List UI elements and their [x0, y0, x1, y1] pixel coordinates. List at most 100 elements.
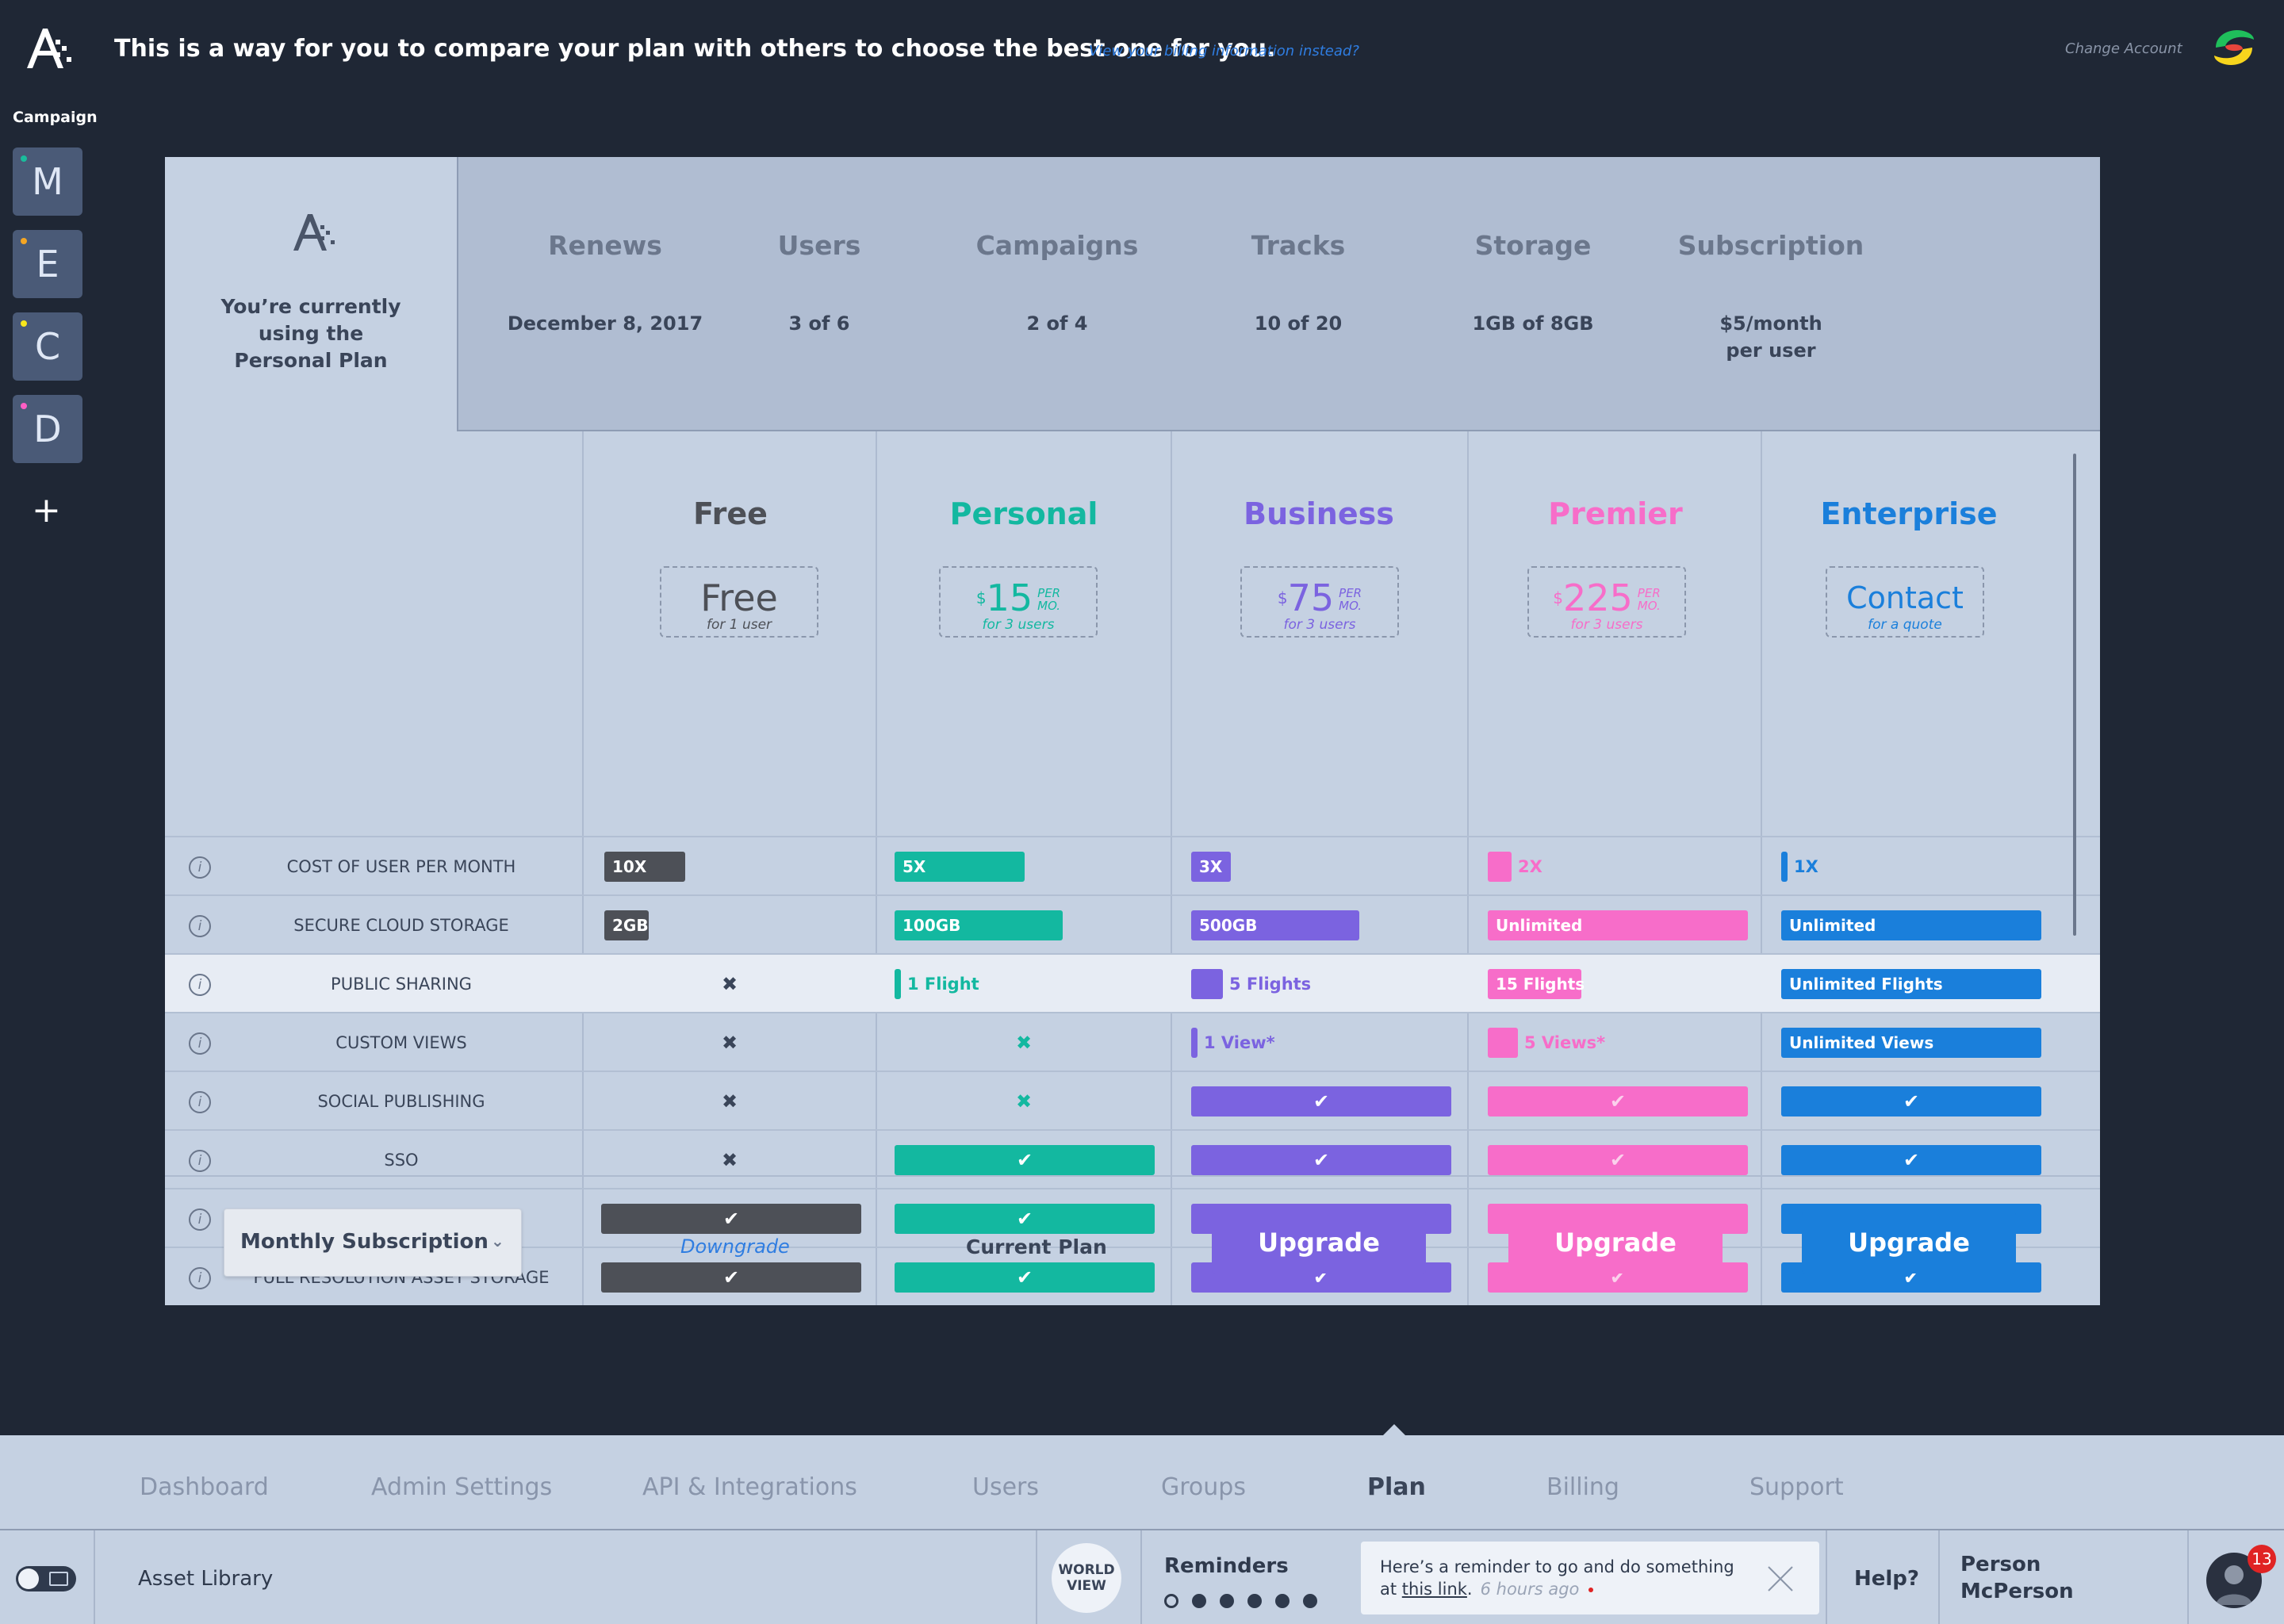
nav-dashboard[interactable]: Dashboard — [140, 1473, 269, 1501]
view-toggle[interactable] — [16, 1566, 76, 1591]
campaign-item-d[interactable]: D — [13, 395, 82, 463]
feature-value: 5 Flights — [1229, 975, 1312, 994]
campaign-item-c[interactable]: C — [13, 312, 82, 381]
summary-head: Storage — [1474, 230, 1592, 261]
help-button[interactable]: Help? — [1854, 1567, 1919, 1591]
check-icon: ✔ — [895, 1204, 1155, 1234]
user-last-name: McPerson — [1960, 1580, 2074, 1603]
price-amount: 225 — [1562, 576, 1633, 619]
info-icon[interactable]: i — [189, 1208, 211, 1231]
price-subtext: for 3 users — [1570, 617, 1643, 633]
upgrade-premier-button[interactable]: Upgrade — [1508, 1212, 1723, 1274]
feature-cell-premier: 2X — [1469, 837, 1761, 896]
column-divider — [1761, 431, 1762, 1305]
feature-cell-enterprise: Unlimited — [1762, 896, 2056, 955]
app-logo[interactable] — [24, 24, 75, 71]
feature-cell-premier: ✔ — [1469, 1072, 1761, 1131]
upgrade-business-button[interactable]: Upgrade — [1212, 1212, 1426, 1274]
summary-users: Users 3 of 6 — [736, 230, 902, 337]
nav-groups[interactable]: Groups — [1161, 1473, 1246, 1501]
info-icon[interactable]: i — [189, 1267, 211, 1289]
nav-billing[interactable]: Billing — [1546, 1473, 1619, 1501]
current-plan-line: You’re currently — [220, 295, 401, 318]
subscription-select-value: Monthly Subscription — [240, 1230, 489, 1254]
user-name[interactable]: Person McPerson — [1960, 1551, 2074, 1605]
feature-cell-premier: Unlimited — [1469, 896, 1761, 955]
current-plan-text: You’re currently using the Personal Plan — [181, 293, 441, 374]
check-icon: ✔ — [895, 1145, 1155, 1175]
upgrade-enterprise-button[interactable]: Upgrade — [1802, 1212, 2016, 1274]
reminder-page-dot[interactable] — [1275, 1594, 1290, 1608]
summary-tracks: Tracks 10 of 20 — [1207, 230, 1389, 337]
nav-support[interactable]: Support — [1749, 1473, 1844, 1501]
feature-cell-free: ✖ — [584, 1072, 876, 1131]
reminder-message: Here’s a reminder to go and do something — [1380, 1557, 1734, 1576]
plan-name-enterprise: Enterprise — [1820, 496, 1998, 531]
feature-cell-premier: 5 Views* — [1469, 1013, 1761, 1072]
divider — [1036, 1530, 1037, 1624]
summary-subscription: Subscription $5/month per user — [1672, 230, 1870, 364]
reminder-page-dot[interactable] — [1192, 1594, 1206, 1608]
price-period-line: MO. — [1339, 599, 1362, 613]
currency-symbol: $ — [1553, 588, 1563, 607]
reminder-link[interactable]: this link — [1401, 1580, 1467, 1599]
world-view-button[interactable]: WORLD VIEW — [1052, 1543, 1121, 1613]
reminder-page-dot[interactable] — [1247, 1594, 1262, 1608]
price-period-line: PER — [1037, 586, 1061, 600]
column-divider — [582, 431, 584, 1305]
price-subtext: for 3 users — [982, 617, 1055, 633]
price-box-business: $75 PER MO. for 3 users — [1240, 566, 1399, 638]
change-account-link[interactable]: Change Account — [2065, 40, 2182, 57]
cross-icon: ✖ — [721, 1090, 738, 1113]
reminder-page-dot[interactable] — [1164, 1594, 1178, 1608]
feature-value: 1X — [1794, 857, 1818, 876]
price-value: Free — [700, 576, 778, 619]
plan-name-free: Free — [693, 496, 768, 531]
currency-symbol: $ — [975, 588, 987, 607]
feature-cell-personal: ✖ — [877, 1072, 1171, 1131]
price-amount: 75 — [1287, 576, 1335, 619]
feature-cell-personal: ✔ — [877, 1248, 1171, 1305]
nav-users[interactable]: Users — [972, 1473, 1040, 1501]
feature-value: 5 Views* — [1524, 1033, 1606, 1052]
reminder-page-dot[interactable] — [1303, 1594, 1317, 1608]
feature-cell-personal: ✔ — [877, 1131, 1171, 1189]
nav-api-integrations[interactable]: API & Integrations — [642, 1473, 857, 1501]
feature-label: COST OF USER PER MONTH — [286, 857, 516, 876]
info-icon[interactable]: i — [189, 1032, 211, 1055]
close-icon[interactable] — [1765, 1564, 1795, 1594]
add-campaign-button[interactable]: + — [32, 490, 61, 530]
plan-name-premier: Premier — [1548, 496, 1683, 531]
info-icon[interactable]: i — [189, 915, 211, 937]
nav-admin-settings[interactable]: Admin Settings — [371, 1473, 553, 1501]
billing-info-link[interactable]: View your billing information instead? — [1089, 43, 1359, 59]
campaign-item-e[interactable]: E — [13, 230, 82, 298]
summary-storage: Storage 1GB of 8GB — [1442, 230, 1624, 337]
cross-icon: ✖ — [721, 1149, 738, 1171]
info-icon[interactable]: i — [189, 1150, 211, 1172]
info-icon[interactable]: i — [189, 1091, 211, 1113]
summary-head: Tracks — [1251, 230, 1346, 261]
currency-symbol: $ — [1277, 588, 1288, 607]
feature-cell-premier: 15 Flights — [1469, 955, 1761, 1013]
nav-plan[interactable]: Plan — [1367, 1473, 1426, 1501]
feature-cell-business: ✔ — [1172, 1131, 1467, 1189]
scrollbar[interactable] — [2073, 454, 2076, 936]
status-dot — [21, 403, 27, 409]
reminder-page-dot[interactable] — [1220, 1594, 1234, 1608]
downgrade-link[interactable]: Downgrade — [680, 1235, 790, 1258]
feature-bar: 5X — [895, 852, 1025, 882]
column-divider — [1171, 431, 1172, 1305]
account-logo-icon[interactable] — [2209, 24, 2259, 71]
info-icon[interactable]: i — [189, 856, 211, 879]
info-icon[interactable]: i — [189, 974, 211, 996]
feature-label: SECURE CLOUD STORAGE — [293, 916, 509, 935]
campaign-item-m[interactable]: M — [13, 147, 82, 216]
subscription-select[interactable]: Monthly Subscription ⌄ — [224, 1208, 522, 1277]
plan-name-personal: Personal — [949, 496, 1098, 531]
plan-name-business: Business — [1244, 496, 1394, 531]
page-headline: This is a way for you to compare your pl… — [114, 35, 1276, 63]
feature-row: i SSO ✖ ✔ ✔ ✔ ✔ — [165, 1129, 2100, 1188]
image-icon — [49, 1572, 68, 1586]
asset-library-button[interactable]: Asset Library — [138, 1567, 274, 1591]
